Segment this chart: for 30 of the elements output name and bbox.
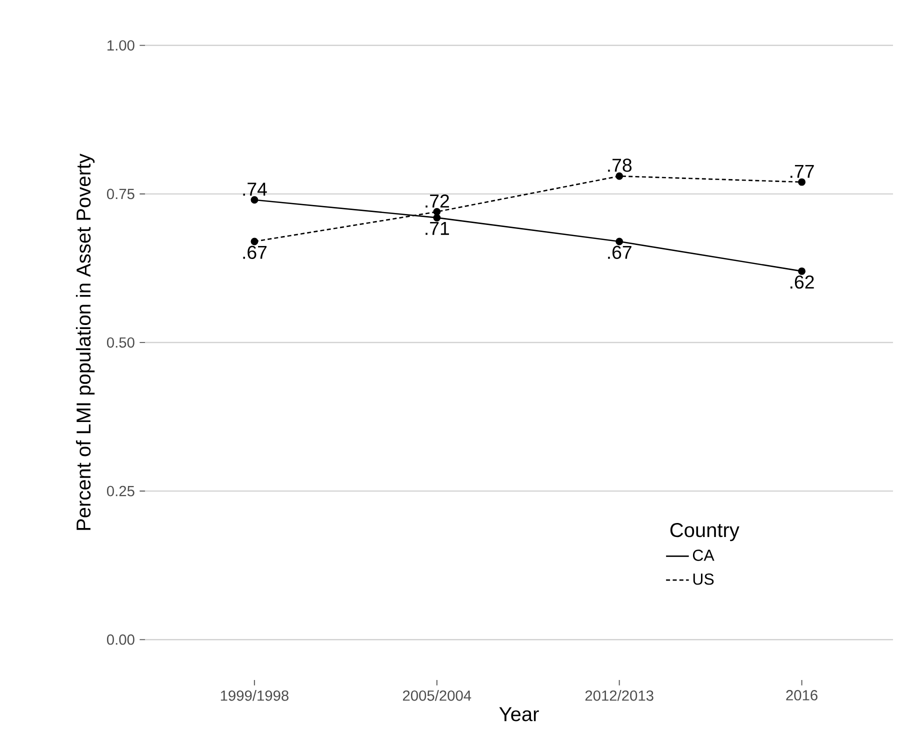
point (616, 172, 624, 180)
x-tick-label: 2005/2004 (402, 690, 472, 701)
x-tick-label: 2016 (786, 690, 818, 700)
data-label: .67 (608, 246, 632, 259)
legend-label: US (693, 573, 714, 585)
data-label: .62 (790, 275, 814, 289)
legend-label: CA (692, 550, 714, 561)
y-tick-label: 1.00 (108, 40, 134, 51)
data-label: .67 (243, 246, 267, 259)
point (433, 214, 441, 222)
point (433, 208, 441, 216)
y-tick-label: 0.25 (106, 486, 134, 496)
y-tick-label: 0.75 (106, 188, 134, 200)
point (616, 238, 624, 246)
legend-title: Country (670, 523, 740, 542)
x-tick-label: 1999/1998 (220, 690, 288, 701)
point (798, 178, 806, 186)
y-axis-title: Percent of LMI population in Asset Poverty (76, 154, 95, 530)
point (798, 267, 806, 275)
point (250, 196, 258, 204)
data-label: .77 (790, 164, 814, 178)
y-tick-label: 0.00 (106, 634, 134, 645)
x-axis-title: Year (499, 707, 539, 722)
x-tick-label: 2012/2013 (585, 690, 654, 701)
data-label: .74 (243, 182, 267, 196)
point (250, 238, 258, 246)
data-label: .78 (608, 158, 632, 172)
y-tick-label: 0.50 (106, 337, 134, 348)
data-label: .72 (426, 194, 449, 208)
data-label: .71 (426, 222, 449, 235)
